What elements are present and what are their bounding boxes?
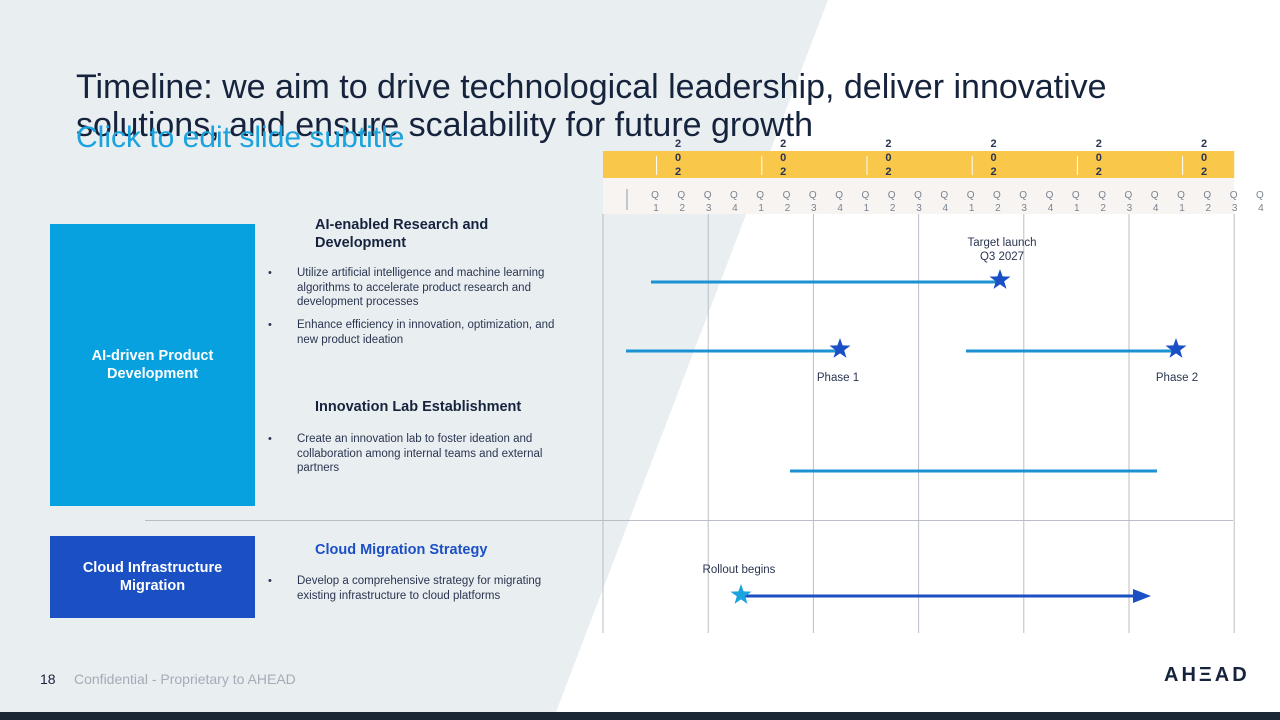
- milestone-star-icon: [829, 338, 851, 358]
- year-label-char: 0: [1096, 152, 1102, 164]
- quarter-label-char: Q: [1098, 190, 1106, 201]
- quarter-label-char: 4: [943, 203, 949, 214]
- year-label-char: 2: [991, 138, 997, 150]
- quarter-label-char: 2: [1100, 203, 1106, 214]
- slide-title: Timeline: we aim to drive technological …: [76, 68, 1107, 144]
- quarter-label-char: 3: [811, 203, 817, 214]
- year-label-char: 2: [780, 138, 786, 150]
- category-ai-product-development: AI-driven Product Development: [50, 224, 255, 506]
- year-label-char: 0: [991, 152, 997, 164]
- quarter-label-char: 2: [785, 203, 791, 214]
- quarter-label-char: 2: [890, 203, 896, 214]
- quarter-label-char: Q: [704, 190, 712, 201]
- page-number: 18: [40, 671, 56, 687]
- quarter-label-char: 4: [1153, 203, 1159, 214]
- year-label-char: 2: [1096, 166, 1102, 178]
- quarter-label-char: Q: [783, 190, 791, 201]
- year-label-char: 2: [1096, 138, 1102, 150]
- annotation-target-launch-date: Q3 2027: [980, 251, 1024, 263]
- project-title-cloud-migration: Cloud Migration Strategy: [315, 542, 488, 558]
- year-label-char: 0: [780, 152, 786, 164]
- quarter-label-char: 1: [653, 203, 659, 214]
- quarter-label-char: Q: [993, 190, 1001, 201]
- quarter-label-char: 2: [680, 203, 686, 214]
- quarter-label-char: 3: [1232, 203, 1238, 214]
- category-label: AI-driven Product Development: [91, 348, 214, 382]
- quarter-band: [603, 178, 1235, 214]
- quarter-label-char: Q: [1203, 190, 1211, 201]
- arrow-head-icon: [1133, 589, 1151, 603]
- quarter-label-char: 3: [1127, 203, 1133, 214]
- quarter-label-char: Q: [756, 190, 764, 201]
- bullet-item: Create an innovation lab to foster ideat…: [268, 432, 572, 476]
- annotation-target-launch: Target launch: [967, 237, 1036, 249]
- confidential-notice: Confidential - Proprietary to AHEAD: [74, 671, 296, 687]
- quarter-label-char: Q: [730, 190, 738, 201]
- bullet-item: Enhance efficiency in innovation, optimi…: [268, 318, 572, 347]
- year-label-char: 2: [675, 166, 681, 178]
- annotation-phase2: Phase 2: [1156, 372, 1198, 384]
- quarter-label-char: 3: [706, 203, 712, 214]
- quarter-label-char: Q: [835, 190, 843, 201]
- quarter-label-char: Q: [1072, 190, 1080, 201]
- category-cloud-migration: Cloud Infrastructure Migration: [50, 536, 255, 618]
- quarter-label-char: Q: [1125, 190, 1133, 201]
- quarter-label-char: 1: [758, 203, 764, 214]
- quarter-label-char: 2: [995, 203, 1001, 214]
- year-label-char: 2: [885, 138, 891, 150]
- quarter-label-char: Q: [809, 190, 817, 201]
- quarter-label-char: 4: [1048, 203, 1054, 214]
- project-title-ai-rd: AI-enabled Research and Development: [315, 217, 489, 251]
- category-label: Cloud Infrastructure Migration: [82, 560, 223, 594]
- quarter-label-char: 3: [916, 203, 922, 214]
- quarter-label-char: Q: [1046, 190, 1054, 201]
- quarter-label-char: 1: [864, 203, 870, 214]
- quarter-label-char: Q: [862, 190, 870, 201]
- year-label-char: 2: [780, 166, 786, 178]
- annotation-rollout: Rollout begins: [703, 564, 776, 576]
- quarter-label-char: Q: [888, 190, 896, 201]
- quarter-label-char: 4: [837, 203, 843, 214]
- bullet-item: Develop a comprehensive strategy for mig…: [268, 574, 572, 603]
- quarter-label-char: Q: [1230, 190, 1238, 201]
- quarter-label-char: 2: [1206, 203, 1212, 214]
- quarter-label-char: Q: [677, 190, 685, 201]
- slide-subtitle[interactable]: Click to edit slide subtitle: [76, 121, 405, 154]
- year-label-char: 0: [885, 152, 891, 164]
- quarter-label-char: 1: [969, 203, 975, 214]
- year-label-char: 2: [1201, 138, 1207, 150]
- quarter-label-char: Q: [940, 190, 948, 201]
- quarter-label-char: Q: [1177, 190, 1185, 201]
- year-label-char: 2: [991, 166, 997, 178]
- milestone-star-icon: [730, 584, 752, 604]
- year-label-char: 2: [885, 166, 891, 178]
- quarter-label-char: 1: [1074, 203, 1080, 214]
- ahead-logo: AHΞAD: [1164, 664, 1250, 686]
- quarter-label-char: 3: [1021, 203, 1027, 214]
- row-separator: [145, 520, 1233, 521]
- quarter-label-char: Q: [1256, 190, 1264, 201]
- milestone-star-icon: [1165, 338, 1187, 358]
- bottom-bar: [0, 712, 1280, 720]
- year-label-char: 0: [1201, 152, 1207, 164]
- quarter-label-char: Q: [1019, 190, 1027, 201]
- year-band: [603, 151, 1235, 178]
- bullet-item: Utilize artificial intelligence and mach…: [268, 266, 572, 310]
- annotation-phase1: Phase 1: [817, 372, 859, 384]
- project-title-innovation-lab: Innovation Lab Establishment: [315, 399, 522, 415]
- quarter-label-char: Q: [651, 190, 659, 201]
- quarter-label-char: Q: [1151, 190, 1159, 201]
- year-label-char: 2: [1201, 166, 1207, 178]
- quarter-label-char: Q: [914, 190, 922, 201]
- quarter-label-char: 4: [1258, 203, 1264, 214]
- milestone-star-icon: [989, 269, 1011, 289]
- year-label-char: 2: [675, 138, 681, 150]
- quarter-label-char: 4: [732, 203, 738, 214]
- quarter-label-char: 1: [1179, 203, 1185, 214]
- quarter-label-char: Q: [967, 190, 975, 201]
- year-label-char: 0: [675, 152, 681, 164]
